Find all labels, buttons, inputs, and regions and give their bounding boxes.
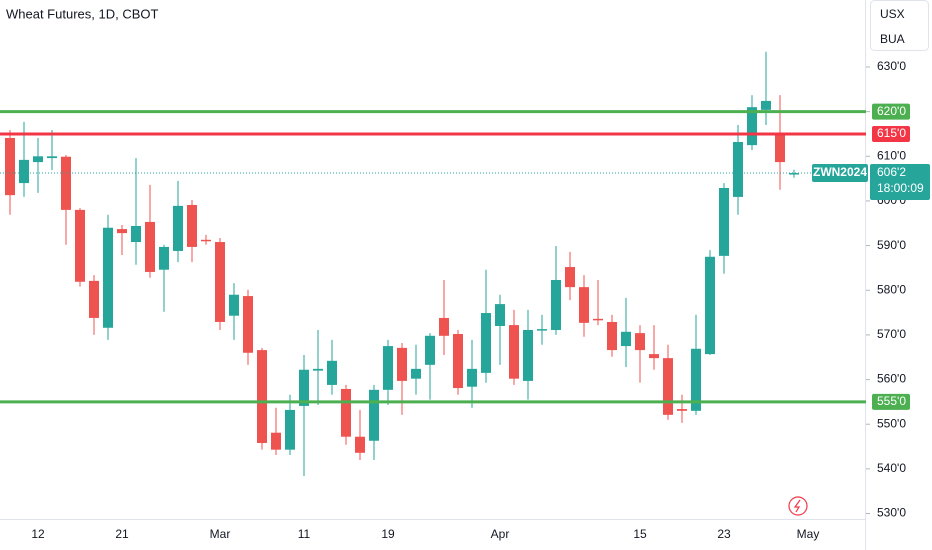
candle-body	[285, 409, 295, 450]
x-tick-label: Apr	[491, 527, 510, 541]
candle-body	[789, 173, 799, 175]
candle-body	[187, 204, 197, 247]
candle-body	[733, 142, 743, 197]
level-label: 555'0	[877, 394, 906, 408]
candle-body	[369, 389, 379, 441]
candle-body	[145, 221, 155, 272]
x-tick-label: 21	[115, 527, 129, 541]
countdown: 18:00:09	[877, 181, 924, 195]
y-tick-label: 560'0	[877, 372, 906, 386]
candle-body	[593, 318, 603, 321]
y-tick-label: 610'0	[877, 148, 906, 162]
candle-body	[425, 335, 435, 365]
currency-box[interactable]	[870, 0, 929, 51]
level-label: 615'0	[877, 126, 906, 140]
candle-body	[761, 100, 771, 110]
level-label-box	[872, 393, 910, 410]
candle-body	[481, 313, 491, 373]
y-tick-label: 540'0	[877, 461, 906, 475]
candle-body	[5, 137, 15, 196]
unit-button[interactable]: BUA	[880, 32, 905, 46]
y-tick-label: 570'0	[877, 327, 906, 341]
candle-body	[411, 368, 421, 379]
y-tick-label: 590'0	[877, 238, 906, 252]
candle-body	[173, 205, 183, 251]
chart-title: Wheat Futures, 1D, CBOT	[6, 6, 158, 21]
candle-body	[201, 239, 211, 242]
candle-body	[229, 294, 239, 316]
candle-body	[663, 358, 673, 415]
lightning-icon[interactable]	[788, 496, 808, 516]
candle-body	[19, 159, 29, 184]
level-label-box	[872, 103, 910, 120]
candle-body	[621, 331, 631, 347]
level-label-box	[872, 125, 910, 142]
candle-body	[775, 134, 785, 163]
candle-body	[383, 346, 393, 390]
x-tick-label: May	[797, 527, 820, 541]
x-tick-label: 19	[381, 527, 395, 541]
candle-body	[397, 347, 407, 381]
candle-body	[215, 242, 225, 322]
candle-body	[705, 256, 715, 355]
candle-body	[565, 267, 575, 288]
candle-body	[509, 325, 519, 379]
currency-button[interactable]: USX	[880, 7, 905, 21]
y-tick-label: 630'0	[877, 59, 906, 73]
candle-body	[551, 279, 561, 331]
candle-body	[131, 225, 141, 243]
candle-body	[355, 436, 365, 453]
x-tick-label: 15	[633, 527, 647, 541]
candle-body	[635, 333, 645, 351]
candle-body	[243, 296, 253, 353]
candle-body	[89, 280, 99, 318]
symbol-label-box	[812, 164, 868, 183]
level-label: 620'0	[877, 104, 906, 118]
candle-body	[33, 156, 43, 163]
y-tick-label: 550'0	[877, 416, 906, 430]
x-tick-label: 23	[717, 527, 731, 541]
symbol-label: ZWN2024	[813, 165, 867, 179]
candle-body	[607, 321, 617, 351]
last-price-label: 606'2	[877, 165, 906, 179]
candle-body	[313, 368, 323, 371]
candle-body	[327, 360, 337, 385]
x-tick-label: 12	[31, 527, 45, 541]
candle-body	[691, 348, 701, 411]
candle-body	[159, 246, 169, 270]
candle-body	[747, 107, 757, 146]
y-tick-label: 530'0	[877, 506, 906, 520]
x-tick-label: Mar	[210, 527, 231, 541]
candle-body	[719, 187, 729, 256]
candle-body	[649, 354, 659, 359]
candle-body	[523, 330, 533, 381]
candle-body	[537, 329, 547, 331]
candle-body	[341, 388, 351, 437]
candle-body	[467, 368, 477, 387]
candle-body	[299, 369, 309, 406]
candle-body	[579, 287, 589, 323]
candle-body	[103, 227, 113, 328]
candle-body	[439, 317, 449, 336]
candle-body	[453, 334, 463, 389]
candle-body	[117, 229, 127, 234]
candle-body	[257, 350, 267, 443]
candle-body	[75, 209, 85, 282]
candle-body	[47, 156, 57, 159]
x-tick-label: 11	[298, 527, 311, 541]
candle-body	[495, 304, 505, 326]
last-price-box	[870, 164, 930, 201]
candle-body	[271, 432, 281, 450]
candle-body	[677, 409, 687, 411]
candle-body	[61, 156, 71, 210]
y-tick-label: 580'0	[877, 282, 906, 296]
